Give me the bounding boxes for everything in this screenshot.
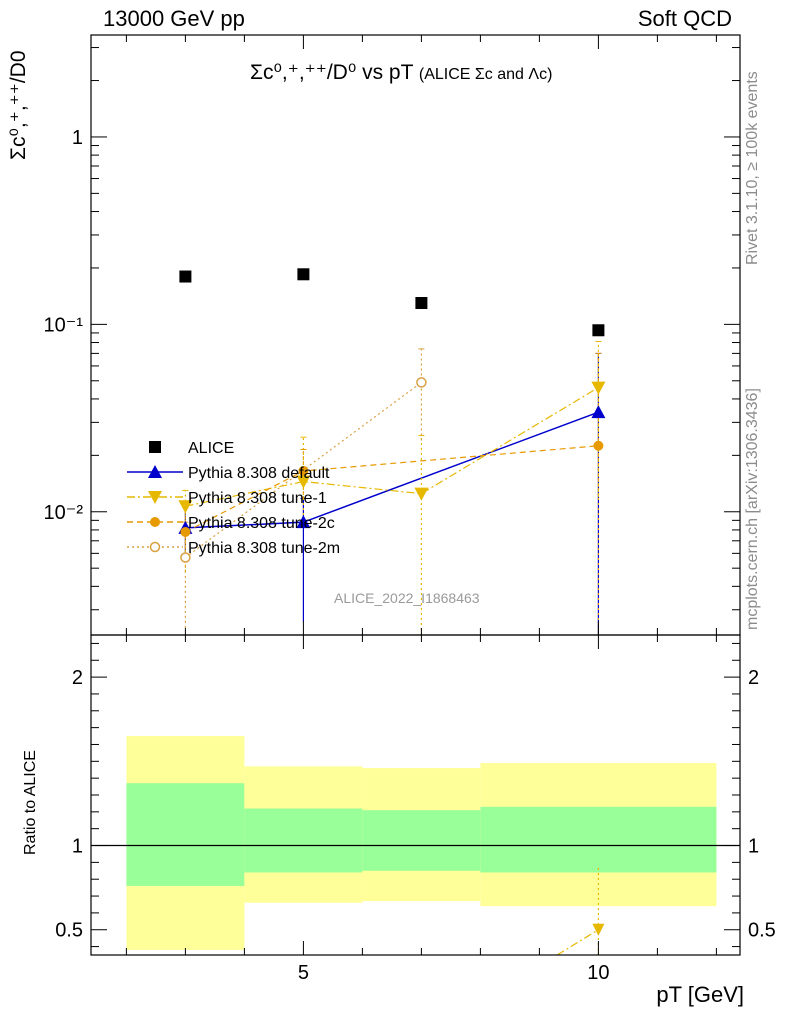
ratio-y-tick-label-right: 1 [748,836,759,858]
legend-marker [149,441,161,453]
ratio-band-inner-3 [480,806,717,873]
legend-marker [148,491,162,504]
data-point [180,526,191,537]
ratio-y-tick-label-right: 0.5 [748,920,776,942]
y-tick-label: 10⁻¹ [44,314,84,336]
data-point [416,377,427,388]
ratio-y-tick-label-right: 2 [748,667,759,689]
ratio-series-line [556,929,599,956]
data-point [297,268,310,281]
analysis-watermark: ALICE_2022_I1868463 [334,590,480,606]
legend-label: ALICE [188,440,234,457]
legend-label: Pythia 8.308 tune-2m [188,540,340,557]
legend-marker [150,517,160,527]
data-point [592,324,605,337]
y-tick-label: 1 [72,127,83,149]
legend-label: Pythia 8.308 default [188,465,330,482]
plot-title-sub: (ALICE Σc and Λc) [418,66,553,83]
ratio-band-inner-1 [244,808,363,873]
data-point [591,381,606,395]
y-tick-label: 10⁻² [44,502,84,524]
legend-label: Pythia 8.308 tune-2c [188,515,335,532]
data-point [178,500,193,514]
data-point [180,552,191,563]
ratio-y-tick-label-left: 1 [72,836,83,858]
data-point [296,475,311,489]
data-point [414,487,429,501]
ratio-y-tick-label-left: 2 [72,667,83,689]
header-left-text: 13000 GeV pp [103,6,245,31]
ratio-band-inner-2 [362,810,481,871]
series-line-2 [185,387,599,507]
data-point [179,270,192,283]
ratio-y-tick-label-left: 0.5 [55,920,83,942]
data-point [415,297,428,310]
legend-marker [148,465,162,478]
data-point [298,466,309,477]
header-right-text: Soft QCD [637,6,732,31]
data-point [591,405,606,419]
x-tick-label: 5 [298,962,309,984]
legend-label: Pythia 8.308 tune-1 [188,490,327,507]
x-axis-label: pT [GeV] [656,982,744,1007]
data-point [593,440,604,451]
ratio-marker [592,923,605,936]
ratio-band-inner-0 [126,783,245,886]
plot-title-main: Σc⁰,⁺,⁺⁺/D⁰ vs pT [250,61,414,84]
x-tick-label: 10 [587,962,609,984]
plot-title: Σc⁰,⁺,⁺⁺/D⁰ vs pT (ALICE Σc and Λc) [250,60,552,85]
data-point [296,515,311,529]
legend-marker [149,541,161,553]
